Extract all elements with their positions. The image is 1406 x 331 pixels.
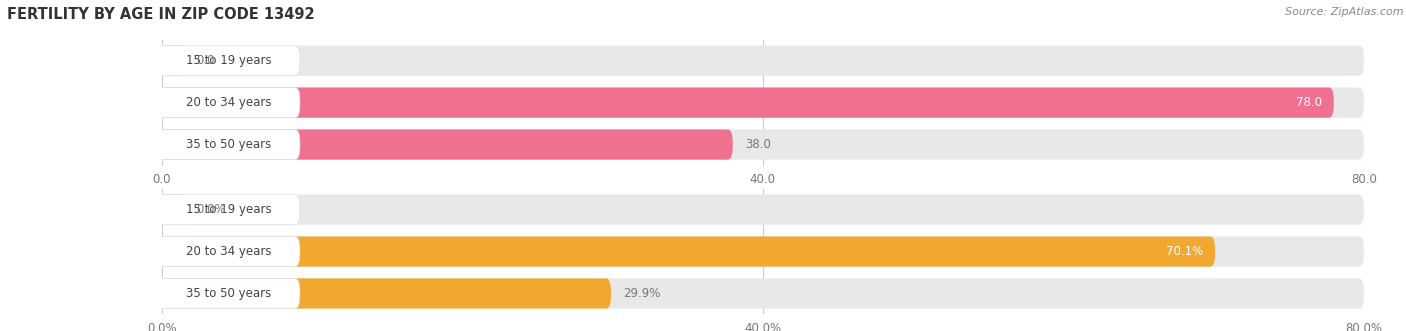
FancyBboxPatch shape [162, 236, 1215, 267]
FancyBboxPatch shape [162, 195, 184, 225]
FancyBboxPatch shape [157, 87, 299, 118]
Text: 35 to 50 years: 35 to 50 years [186, 138, 271, 151]
FancyBboxPatch shape [162, 46, 1364, 76]
FancyBboxPatch shape [162, 129, 733, 160]
Text: Source: ZipAtlas.com: Source: ZipAtlas.com [1285, 7, 1403, 17]
FancyBboxPatch shape [157, 236, 299, 267]
FancyBboxPatch shape [162, 87, 1364, 118]
FancyBboxPatch shape [162, 195, 1364, 225]
Text: 70.1%: 70.1% [1166, 245, 1204, 258]
Text: FERTILITY BY AGE IN ZIP CODE 13492: FERTILITY BY AGE IN ZIP CODE 13492 [7, 7, 315, 22]
Text: 20 to 34 years: 20 to 34 years [186, 245, 271, 258]
FancyBboxPatch shape [162, 278, 612, 308]
Text: 0.0%: 0.0% [197, 203, 226, 216]
FancyBboxPatch shape [162, 87, 1334, 118]
Text: 20 to 34 years: 20 to 34 years [186, 96, 271, 109]
FancyBboxPatch shape [162, 129, 1364, 160]
Text: 38.0: 38.0 [745, 138, 770, 151]
FancyBboxPatch shape [157, 278, 299, 308]
FancyBboxPatch shape [162, 278, 1364, 308]
FancyBboxPatch shape [162, 236, 1364, 267]
Text: 35 to 50 years: 35 to 50 years [186, 287, 271, 300]
Text: 0.0: 0.0 [197, 54, 215, 67]
Text: 15 to 19 years: 15 to 19 years [186, 203, 271, 216]
FancyBboxPatch shape [162, 46, 184, 76]
Text: 15 to 19 years: 15 to 19 years [186, 54, 271, 67]
FancyBboxPatch shape [157, 129, 299, 160]
Text: 78.0: 78.0 [1296, 96, 1322, 109]
Text: 29.9%: 29.9% [623, 287, 661, 300]
FancyBboxPatch shape [157, 46, 299, 76]
FancyBboxPatch shape [157, 195, 299, 225]
